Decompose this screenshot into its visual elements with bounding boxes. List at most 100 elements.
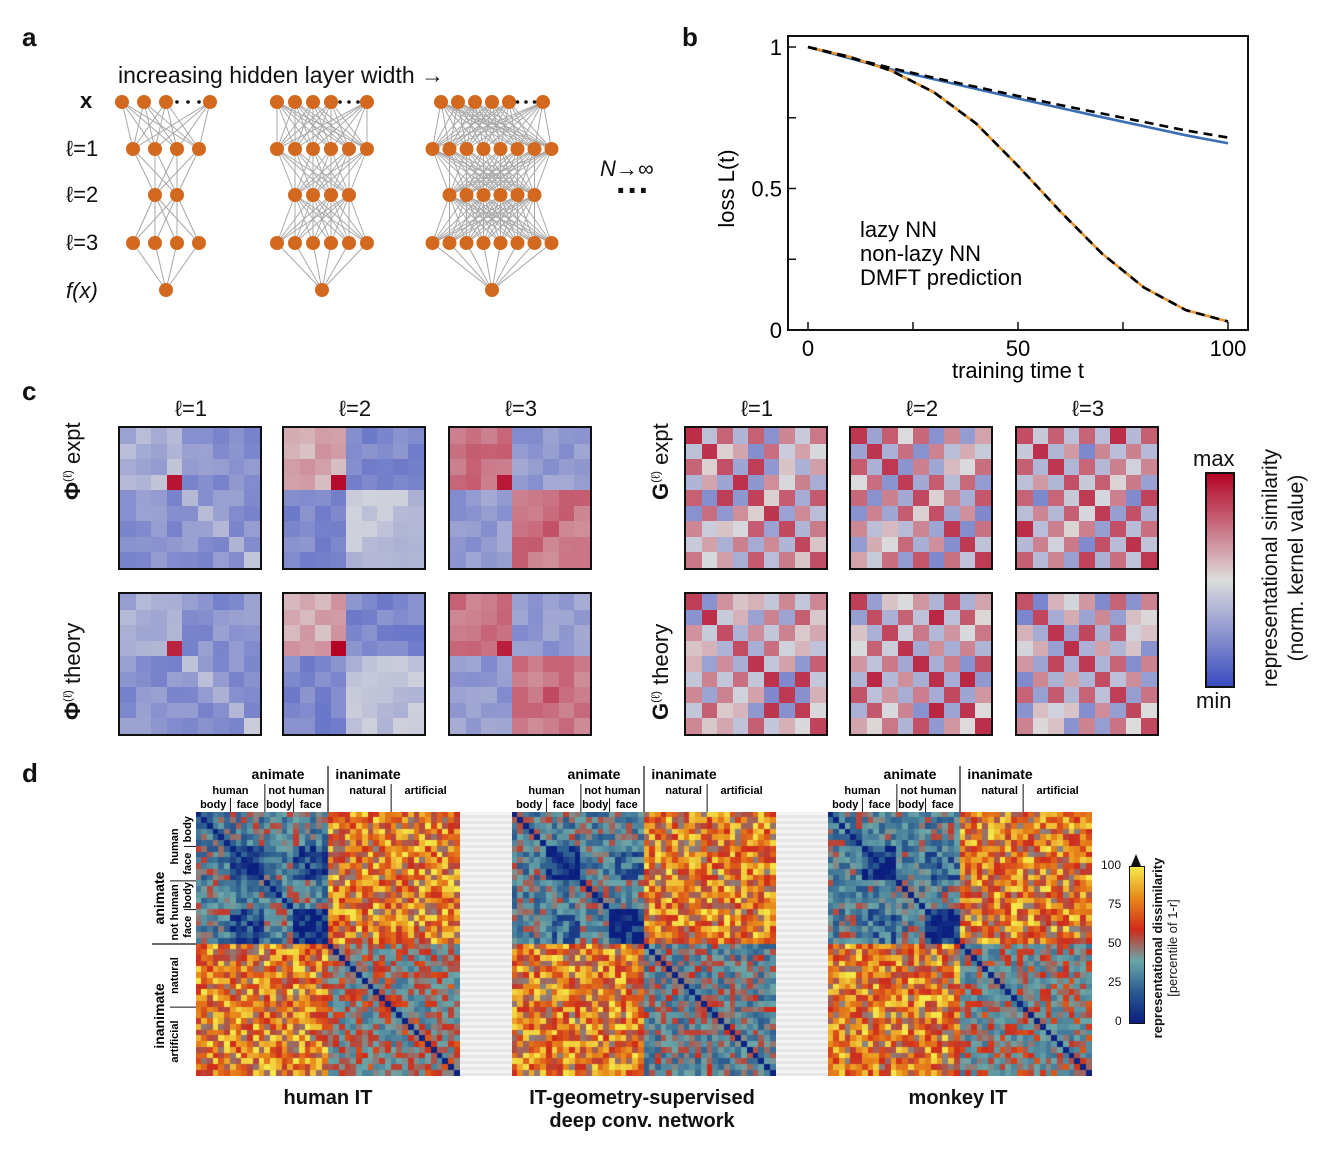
kernel-cell (928, 490, 945, 506)
connection-line (165, 242, 200, 291)
kernel-cell (213, 505, 229, 522)
kernel-cell (1110, 609, 1126, 626)
kernel-cell (543, 443, 559, 460)
rdm-tick-100: 100 (1101, 858, 1122, 872)
kernel-cell (959, 609, 976, 626)
kernel-cell (166, 594, 183, 610)
kernel-cell (1048, 718, 1064, 734)
neuron-node (459, 236, 474, 250)
kernel-cell (1079, 718, 1095, 734)
kernel-cell (135, 552, 152, 568)
neuron-node (485, 95, 499, 109)
legend-entry: DMFT prediction (860, 265, 1022, 290)
label-inanimate: inanimate (651, 766, 717, 782)
kernel-cell (392, 552, 409, 568)
kernel-cell (686, 640, 702, 657)
kernel-cell (543, 536, 559, 553)
kernel-cell (496, 474, 513, 491)
kernel-cell (1032, 536, 1049, 553)
neuron-node (476, 236, 491, 250)
kernel-cell (944, 459, 960, 475)
kernel-cell (1048, 552, 1064, 568)
kernel-cell (897, 443, 914, 460)
kernel-cell (1048, 609, 1064, 626)
kernel-cell (543, 625, 559, 641)
rdm-tick-0: 0 (1115, 1014, 1122, 1028)
kernel-cell (1110, 490, 1126, 506)
kernel-colorbar-label: representational similarity (norm. kernel… (1259, 448, 1308, 688)
kernel-cell (882, 428, 898, 444)
connection-line (154, 148, 200, 196)
kernel-cell (496, 609, 513, 626)
kernel-cell (228, 428, 245, 444)
kernel-cell (284, 536, 300, 553)
kernel-cell (975, 443, 991, 460)
kernel-cell (151, 474, 167, 491)
kernel-cell (1079, 656, 1095, 672)
kernel-cell (166, 625, 183, 641)
kernel-cell (408, 609, 424, 626)
kernel-cell (228, 687, 245, 703)
kernel-cell (1141, 474, 1157, 491)
kernel-cell (686, 718, 702, 734)
kernel-cell (686, 552, 702, 568)
label-body: body (516, 799, 543, 811)
kernel-cell (882, 521, 898, 537)
kernel-cell (543, 552, 559, 568)
kernel-cell (897, 490, 914, 506)
kernel-cell (197, 443, 214, 460)
kernel-cell (120, 490, 136, 506)
kernel-cell (975, 671, 991, 688)
kernel-cell (392, 428, 409, 444)
connection-line (534, 101, 544, 150)
neuron-node (510, 142, 525, 156)
kernel-cell (481, 443, 497, 460)
kernel-cell (959, 443, 976, 460)
kernel-cell (882, 459, 898, 475)
ellipsis-dot (186, 100, 190, 104)
kernel-cell (527, 505, 544, 522)
neuron-node (342, 188, 356, 202)
kernel-cell (794, 459, 811, 475)
kernel-cell (1141, 671, 1157, 688)
connection-line (466, 148, 552, 196)
kernel-cell (851, 552, 867, 568)
kernel-cell (779, 536, 795, 553)
kernel-cell (1017, 671, 1033, 688)
kernel-cell (944, 536, 960, 553)
kernel-cell (558, 552, 575, 568)
kernel-cell (574, 443, 590, 460)
kernel-cell (1094, 687, 1111, 703)
kernel-cell (794, 428, 811, 444)
kernel-cell (151, 490, 167, 506)
layer-label-x: x (80, 88, 93, 113)
neuron-node (148, 236, 162, 250)
kernel-cell (779, 702, 795, 719)
kernel-cell (1017, 459, 1033, 475)
loss-chart: 0 50 100 0 0.5 1 training time t loss L(t) lazy … (714, 35, 1249, 383)
kernel-cell (315, 428, 331, 444)
kernel-cell (182, 625, 198, 641)
kernel-cell (732, 428, 749, 444)
kernel-cell (1032, 609, 1049, 626)
kernel-cell (748, 702, 764, 719)
kernel-cell (763, 536, 780, 553)
neuron-node (425, 236, 440, 250)
kernel-cell (450, 428, 466, 444)
kernel-cell (450, 594, 466, 610)
kernel-cell (1094, 640, 1111, 657)
kernel-cell (166, 552, 183, 568)
kernel-cell (315, 536, 331, 553)
phi-kernel-heatmap (282, 592, 426, 736)
kernel-cell (701, 656, 718, 672)
kernel-cell (213, 609, 229, 626)
kernel-cell (959, 640, 976, 657)
kernel-cell (975, 521, 991, 537)
kernel-cell (701, 640, 718, 657)
label-animate: animate (568, 766, 621, 782)
connection-line (348, 194, 368, 244)
kernel-cell (717, 474, 733, 491)
kernel-cell (748, 640, 764, 657)
kernel-cell (558, 443, 575, 460)
kernel-cell (496, 459, 513, 475)
